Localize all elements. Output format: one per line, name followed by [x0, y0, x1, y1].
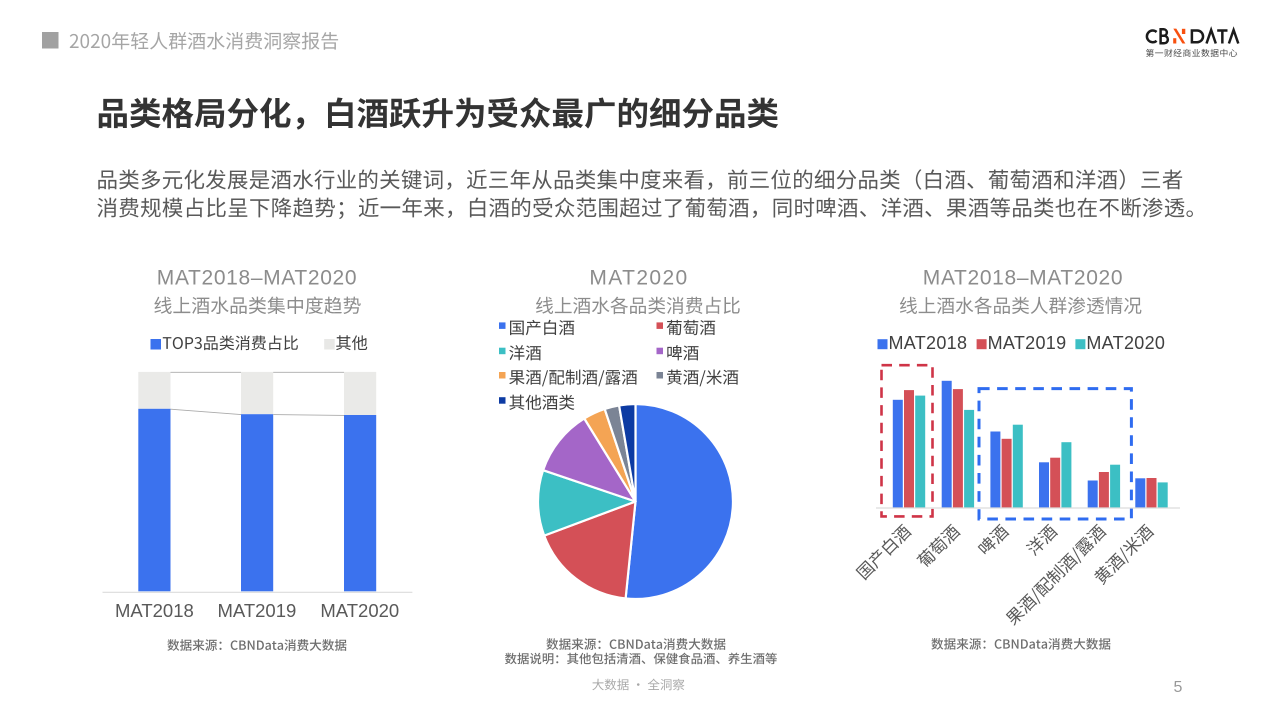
svg-text:MAT2018: MAT2018 [889, 333, 968, 353]
svg-text:MAT2019: MAT2019 [217, 600, 296, 621]
svg-text:5: 5 [1173, 679, 1182, 696]
svg-text:MAT2018: MAT2018 [115, 600, 194, 621]
svg-text:MAT2020: MAT2020 [1086, 333, 1165, 353]
svg-text:MAT2019: MAT2019 [988, 333, 1067, 353]
svg-text:MAT2018–MAT2020: MAT2018–MAT2020 [923, 267, 1123, 290]
svg-text:MAT2018–MAT2020: MAT2018–MAT2020 [157, 267, 357, 290]
svg-text:MAT2020: MAT2020 [320, 600, 399, 621]
svg-text:MAT2020: MAT2020 [589, 267, 688, 290]
